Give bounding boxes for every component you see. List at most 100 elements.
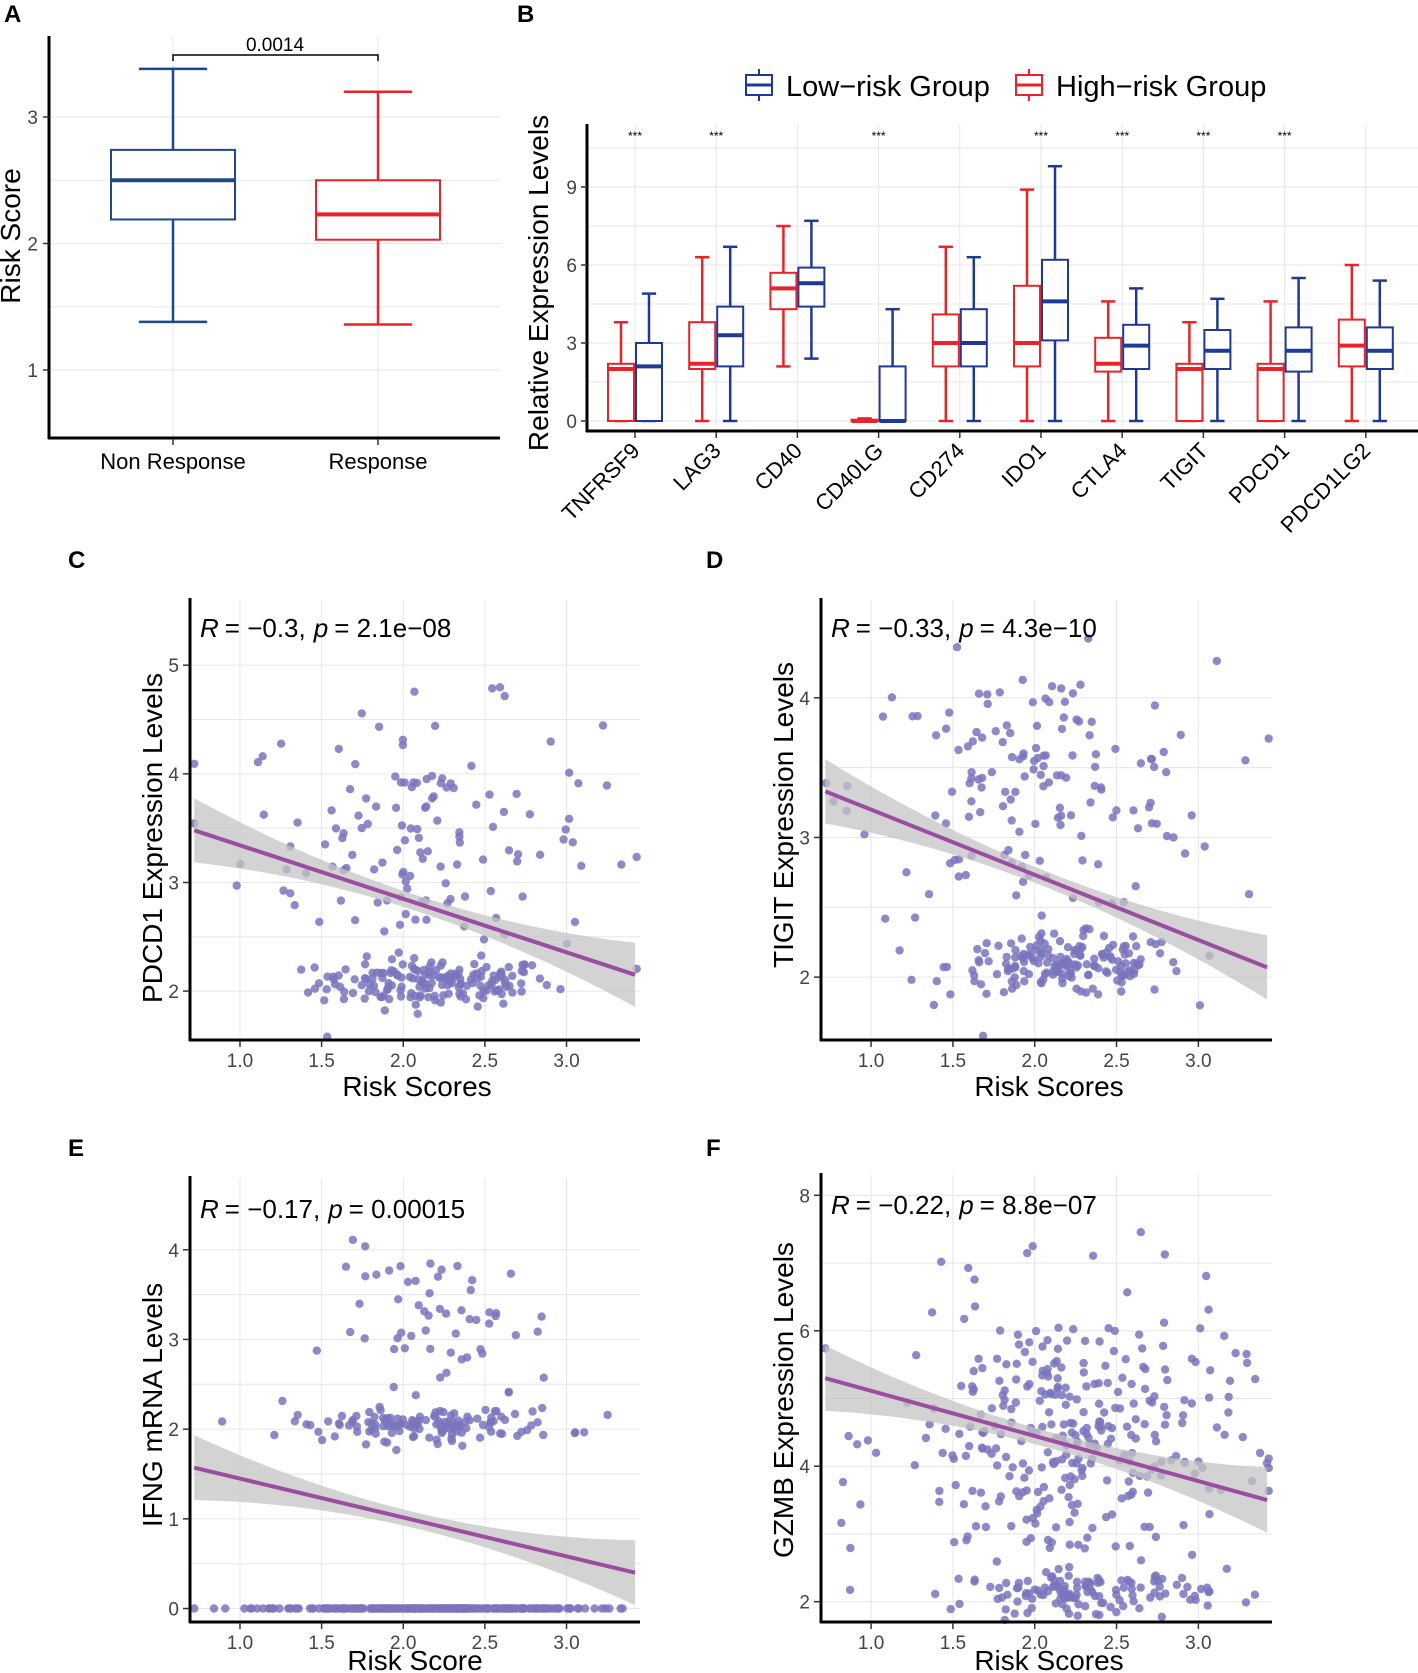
data-point (960, 1314, 969, 1324)
data-point (497, 1412, 506, 1421)
data-point (1094, 1379, 1103, 1388)
data-point (1155, 1582, 1164, 1591)
data-point (1006, 728, 1015, 738)
data-point (1082, 1382, 1091, 1391)
box-iqr (110, 148, 236, 221)
box-pdcd1-low (1284, 276, 1313, 423)
pvalue-bracket-line (172, 54, 379, 61)
data-point (467, 761, 476, 771)
data-point (380, 1604, 390, 1613)
data-point (1123, 1288, 1132, 1297)
data-point (1031, 1519, 1040, 1528)
data-point (1054, 1323, 1063, 1333)
panel-a-ylabel: Risk Score (0, 168, 26, 303)
data-point (391, 772, 400, 781)
data-point (1001, 787, 1010, 797)
data-point (1145, 1396, 1154, 1405)
data-point (1061, 1383, 1070, 1392)
box-iqr (1256, 362, 1285, 422)
data-point (389, 1382, 398, 1392)
data-point (365, 1427, 374, 1436)
data-point (1160, 1402, 1169, 1412)
data-point (513, 850, 523, 859)
data-point (1231, 1348, 1240, 1358)
data-point (908, 712, 917, 721)
data-point (442, 1368, 451, 1378)
data-point (341, 965, 350, 974)
data-point (361, 1272, 370, 1281)
data-point (1057, 1485, 1066, 1495)
data-point (1084, 634, 1093, 643)
data-point (492, 1604, 501, 1613)
significance-stars: *** (1115, 129, 1129, 143)
data-point (955, 1599, 964, 1609)
data-point (1082, 960, 1092, 969)
data-point (1044, 1372, 1053, 1381)
data-point (1136, 1228, 1146, 1237)
data-point (1158, 1341, 1168, 1351)
stat-p-label: p (313, 613, 328, 643)
data-point (394, 948, 403, 957)
data-point (952, 643, 962, 652)
data-point (853, 1440, 862, 1449)
data-point (413, 824, 422, 834)
data-point (1080, 1336, 1090, 1346)
data-point (465, 1315, 474, 1324)
box-cd40-high (769, 224, 798, 368)
data-point (1150, 1430, 1160, 1440)
y-tick-label: 6 (799, 1322, 810, 1343)
panel-a: A 1 2 3 Non Response Response Risk Score 0.0… (0, 1, 500, 474)
data-point (1086, 798, 1095, 807)
data-point (1038, 1422, 1047, 1432)
data-point (1039, 761, 1048, 771)
data-point (373, 898, 382, 907)
data-point (1091, 750, 1101, 759)
data-point (453, 1261, 462, 1271)
data-point (1128, 932, 1138, 941)
data-point (1007, 752, 1017, 762)
data-point (398, 740, 408, 750)
data-point (1187, 1550, 1197, 1560)
data-point (974, 1354, 983, 1364)
data-point (372, 968, 382, 977)
data-point (1012, 1487, 1021, 1496)
data-point (1187, 811, 1196, 820)
y-tick-label: 1 (27, 361, 38, 382)
box-pdcd1-high (1256, 300, 1285, 423)
data-point (574, 1604, 583, 1613)
data-point (931, 1589, 940, 1599)
data-point (976, 980, 986, 989)
data-point (451, 1421, 460, 1430)
data-point (577, 861, 586, 870)
panel-label-b: B (517, 1, 534, 28)
data-point (941, 1424, 950, 1434)
data-point (259, 1604, 268, 1613)
data-point (1069, 1325, 1078, 1334)
data-point (935, 1497, 944, 1507)
data-point (1187, 1354, 1197, 1364)
data-point (1101, 1361, 1110, 1371)
data-point (411, 1391, 420, 1400)
data-point (403, 1277, 413, 1287)
data-point (1062, 1604, 1071, 1613)
data-point (1038, 1342, 1047, 1351)
data-point (360, 994, 369, 1003)
x-tick-label: Non Response (100, 449, 246, 474)
data-point (387, 955, 397, 964)
data-point (871, 1448, 881, 1458)
data-point (945, 859, 955, 868)
data-point (987, 1404, 997, 1413)
data-point (1022, 1248, 1032, 1258)
data-point (1255, 1448, 1265, 1458)
x-tick-label: 1.0 (858, 1633, 884, 1654)
data-point (1115, 967, 1125, 976)
data-point (1135, 1604, 1144, 1613)
data-point (453, 1604, 462, 1613)
data-point (476, 981, 485, 991)
data-point (1059, 1420, 1069, 1429)
data-point (320, 996, 329, 1005)
data-point (1020, 977, 1029, 986)
data-point (1056, 952, 1065, 962)
data-point (1119, 1601, 1128, 1611)
data-point (1088, 1523, 1097, 1533)
